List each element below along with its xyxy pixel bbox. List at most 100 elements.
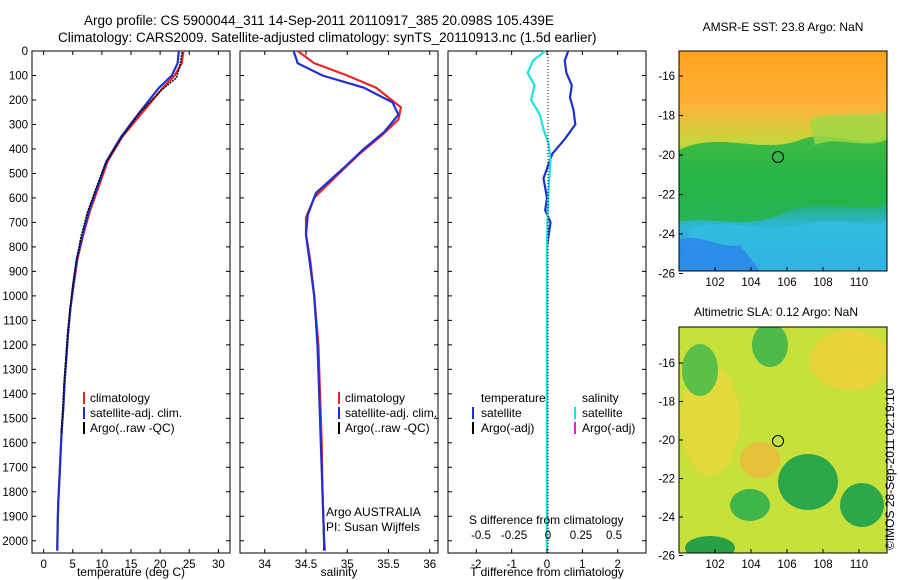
legend-satadj: satellite-adj. clim.: [90, 406, 182, 420]
sal-series: [292, 50, 403, 551]
map-y-tick-label: -26: [658, 551, 675, 563]
x-tick-label: 1: [579, 559, 585, 571]
note-argo-australia: Argo AUSTRALIA: [326, 505, 421, 519]
temp-series: [56, 50, 185, 551]
map-y-tick-label: -16: [658, 358, 675, 370]
header-line2: Climatology: CARS2009. Satellite-adjuste…: [58, 30, 597, 45]
x-tick-label: 36: [423, 559, 436, 571]
map-y-tick-label: -26: [658, 269, 675, 281]
map-x-tick-label: 110: [850, 277, 868, 289]
depth-tick-label: 1800: [2, 487, 28, 499]
legend-s-argo: Argo(-adj): [582, 421, 635, 435]
sst-map-title: AMSR-E SST: 23.8 Argo: NaN: [703, 20, 864, 34]
s-diff-label: S difference from climatology: [469, 513, 624, 527]
x-tick-label: 35.5: [377, 559, 399, 571]
s-tick-025: 0.25: [570, 530, 592, 542]
argo-location-marker: [772, 151, 784, 163]
sla-orange-patch: [740, 442, 780, 478]
footer-credit: ©IMOS 28-Sep-2011 02:19:10: [883, 388, 897, 550]
x-tick-label: 15: [125, 559, 138, 571]
map-x-tick-label: 110: [850, 559, 868, 571]
sst-axes: -16 -18 -20 -22 -24 -26 102 104 106 108 110: [658, 71, 868, 289]
sst-map: [679, 51, 887, 271]
sla-green-eddy: [685, 536, 735, 553]
sla-green-eddy: [752, 327, 788, 367]
x-tick-label: 5: [70, 559, 76, 571]
sla-green-eddy: [840, 483, 884, 527]
x-tick-label: -2: [471, 559, 481, 571]
map-y-tick-label: -16: [658, 71, 675, 83]
depth-tick-label: 600: [9, 193, 28, 205]
depth-tick-label: 1700: [2, 462, 28, 474]
map-x-tick-label: 108: [813, 559, 832, 571]
legend-climatology: climatology: [345, 391, 405, 405]
temp-xaxis: 0 5 10 15 20 25 30: [40, 51, 225, 571]
depth-tick-label: 1600: [2, 438, 28, 450]
x-tick-label: 35: [341, 559, 354, 571]
depth-tick-label: 400: [9, 144, 28, 156]
depth-tick-label: 300: [9, 119, 28, 131]
temp-legend: climatology satellite-adj. clim. Argo(..…: [83, 391, 182, 435]
diff-xaxis: -2 -1 0 1 2: [471, 51, 621, 571]
depth-tick-label: 1200: [2, 340, 28, 352]
map-x-tick-label: 104: [741, 277, 761, 289]
sla-map: [679, 327, 887, 553]
map-x-tick-label: 104: [741, 559, 761, 571]
s-tick-m05: -0.5: [471, 530, 491, 542]
s-tick-0: 0: [545, 530, 551, 542]
depth-tick-label: 700: [9, 217, 28, 229]
argo-location-marker: [772, 435, 784, 447]
s-tick-05: 0.5: [606, 530, 622, 542]
sst-green-band: [679, 136, 887, 222]
map-y-tick-label: -18: [658, 111, 675, 123]
sla-map-title: Altimetric SLA: 0.12 Argo: NaN: [694, 305, 858, 319]
x-tick-label: -1: [507, 559, 517, 571]
sla-green-eddy: [730, 489, 770, 521]
depth-tick-label: 500: [9, 168, 28, 180]
depth-tick-label: 1900: [2, 511, 28, 523]
sal-panel-frame: [239, 50, 439, 554]
map-y-tick-label: -20: [658, 435, 675, 447]
legend-climatology: climatology: [90, 391, 150, 405]
depth-tick-label: 800: [9, 242, 28, 254]
map-y-tick-label: -22: [658, 190, 675, 202]
depth-tick-label: 100: [9, 70, 28, 82]
legend-argo: Argo(..raw -QC): [345, 421, 430, 435]
depth-tick-label: 200: [9, 95, 28, 107]
sal-xaxis: 34 34.5 35 35.5 36: [258, 51, 436, 571]
series-line-satellite-adj-clim-: [56, 50, 180, 551]
note-pi: PI: Susan Wijffels: [326, 520, 420, 534]
map-y-tick-label: -18: [658, 397, 675, 409]
sla-green-eddy: [682, 344, 718, 396]
legend-t-sat: satellite: [481, 406, 522, 420]
x-tick-label: 0: [544, 559, 550, 571]
depth-tick-label: 1100: [3, 315, 28, 327]
sst-map-frame: [678, 50, 888, 272]
header-line1: Argo profile: CS 5900044_311 14-Sep-2011…: [84, 13, 554, 28]
map-y-tick-label: -24: [658, 512, 675, 524]
x-tick-label: 30: [212, 559, 225, 571]
series-line-satellite-adj-clim-: [292, 50, 400, 551]
sla-yellow-patch: [810, 330, 887, 390]
x-tick-label: 34: [258, 559, 271, 571]
legend-argo: Argo(..raw -QC): [90, 421, 175, 435]
diff-legend: temperature salinity satellite Argo(-adj…: [469, 391, 635, 542]
legend-s-sat: satellite: [582, 406, 623, 420]
x-tick-label: 0: [40, 559, 46, 571]
s-tick-m025: -0.25: [501, 530, 527, 542]
diff-xlabel: T difference from climatology: [470, 565, 624, 579]
x-tick-label: 10: [95, 559, 108, 571]
depth-tick-label: 1500: [2, 413, 28, 425]
map-y-tick-label: -22: [658, 474, 675, 486]
series-line-salinity-satellite: [526, 50, 552, 551]
depth-tick-label: 2000: [2, 536, 28, 548]
depth-tick-label: 900: [9, 266, 28, 278]
depth-tick-label: 1000: [2, 291, 28, 303]
x-tick-label: 20: [154, 559, 167, 571]
x-tick-label: 34.5: [295, 559, 317, 571]
sla-axes: -16 -18 -20 -22 -24 -26 102 104 106 108 110: [658, 358, 868, 571]
temp-xlabel: temperature (deg C): [77, 565, 185, 579]
sal-legend: climatology satellite-adj. clim. Argo(..…: [326, 391, 437, 534]
map-x-tick-label: 102: [705, 559, 724, 571]
